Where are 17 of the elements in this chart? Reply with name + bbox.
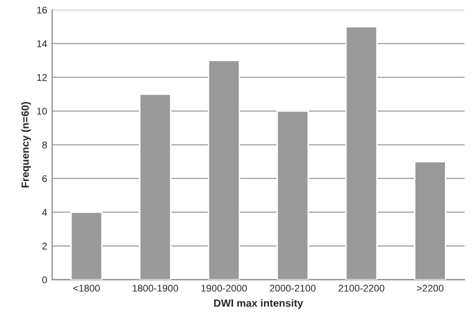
y-tick-label: 2 (42, 242, 47, 250)
y-tick-label: 4 (42, 209, 47, 216)
x-tick-label: 2000-2100 (270, 284, 316, 292)
y-tick-label: 12 (37, 74, 47, 81)
y-tick-label: 16 (37, 6, 47, 14)
y-tick-label: 0 (42, 276, 47, 284)
y-tick-label: 14 (37, 40, 47, 48)
y-tick-label: 6 (42, 175, 47, 182)
y-tick-label: 8 (42, 141, 47, 148)
x-tick-label: 2100-2200 (338, 284, 384, 292)
x-tick-label: >2200 (416, 284, 444, 292)
x-tick-label: 1800-1900 (132, 284, 178, 292)
x-tick-label: <1800 (73, 284, 100, 292)
y-axis-title: Frequency (n=60) (21, 102, 31, 188)
y-tick-label: 10 (37, 108, 47, 115)
x-axis-title: DWI max intensity (214, 299, 304, 309)
x-tick-label: 1900-2000 (201, 284, 247, 292)
